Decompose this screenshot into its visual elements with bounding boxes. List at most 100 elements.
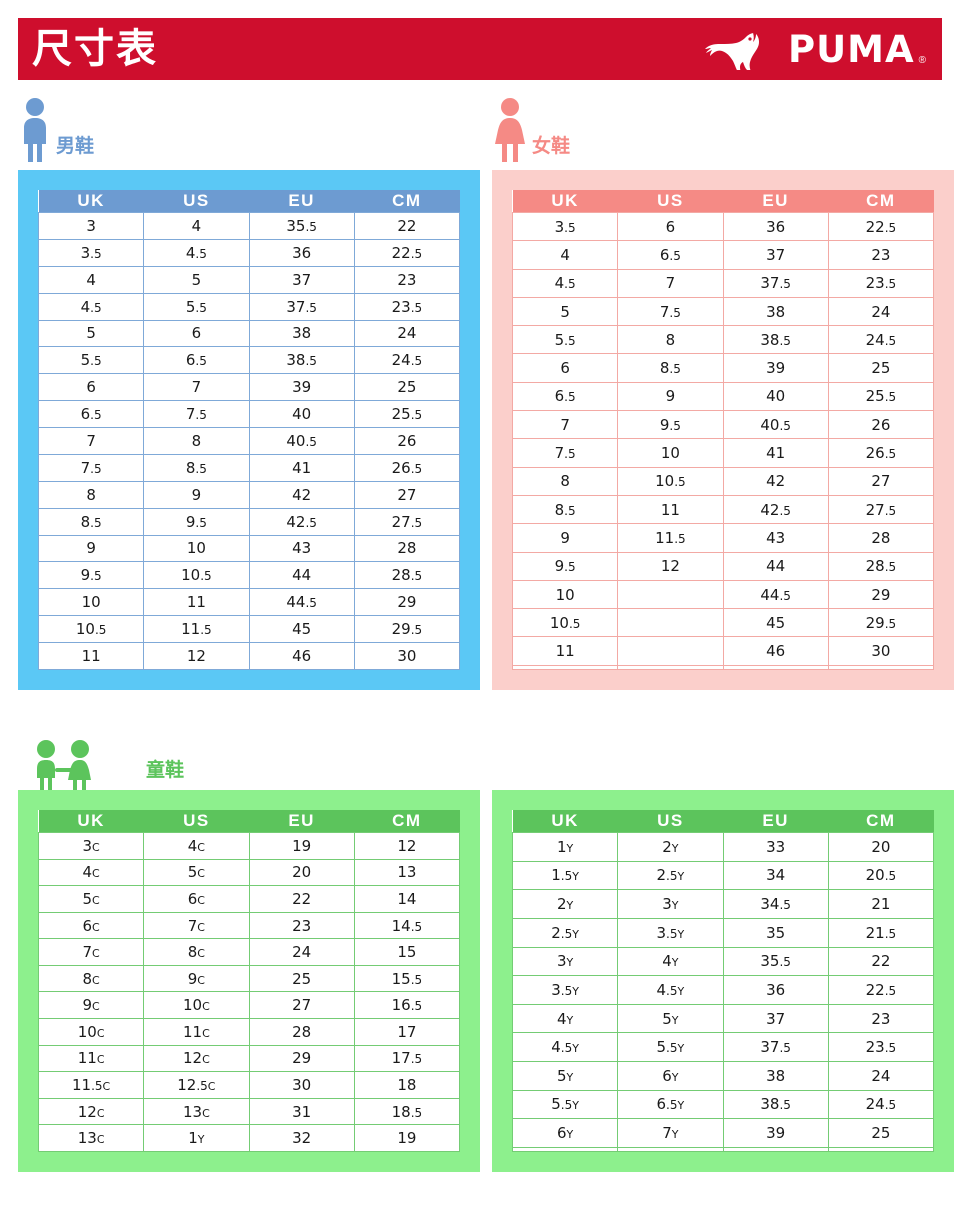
table-row: 10.5 45 29.5 xyxy=(511,608,935,638)
table-row: 7 9.5 40.5 26 xyxy=(511,410,935,440)
size-cell-eu: 31 xyxy=(248,1097,355,1126)
size-cell-uk: 5Y xyxy=(511,1061,619,1091)
size-cell-us: 12C xyxy=(143,1044,250,1073)
youth-size-table: UK US EU CM 1Y 2Y 33 20 1.5Y 2.5Y 34 20.5 2Y 3Y 34… xyxy=(511,810,935,1153)
size-cell-uk: 1.5Y xyxy=(511,860,619,891)
size-cell-cm: 22 xyxy=(827,946,935,977)
size-cell-uk: 11C xyxy=(37,1044,145,1073)
size-cell-uk: 5.5 xyxy=(511,325,619,355)
size-cell-uk: 5 xyxy=(511,296,619,327)
size-cell-uk: 9C xyxy=(37,991,145,1020)
size-cell-cm: 18.5 xyxy=(353,1097,461,1126)
size-cell-cm: 22.5 xyxy=(827,975,935,1005)
size-cell-uk: 10C xyxy=(37,1018,145,1046)
section-label-women-text: 女鞋 xyxy=(532,136,571,157)
size-cell-eu: 34 xyxy=(722,860,829,891)
women-size-panel: UK US EU CM 3.5 6 36 22.5 4 6.5 37 23 4.5 7 37.5 23… xyxy=(492,170,954,690)
size-cell-eu: 44 xyxy=(722,551,829,581)
size-cell-us: 7.5 xyxy=(617,296,724,327)
size-cell-cm: 29.5 xyxy=(353,615,461,643)
size-cell-uk: 11 xyxy=(37,642,145,670)
table-row: 12C 13C 31 18.5 xyxy=(37,1097,461,1126)
size-cell-uk: 4.5 xyxy=(37,292,145,321)
size-cell-us: 8.5 xyxy=(143,453,250,482)
size-cell-us: 6.5 xyxy=(617,240,724,270)
size-cell-eu: 27 xyxy=(248,991,355,1020)
table-row: 9C 10C 27 16.5 xyxy=(37,991,461,1020)
size-cell-uk: 6 xyxy=(511,353,619,383)
size-cell-us xyxy=(617,579,724,610)
size-cell-uk: 11.5C xyxy=(37,1071,145,1099)
table-row: 3.5 6 36 22.5 xyxy=(511,211,935,242)
size-cell-cm: 18 xyxy=(353,1071,461,1099)
size-cell-us: 6.5 xyxy=(143,346,250,375)
size-cell-uk xyxy=(511,664,619,671)
size-cell-us: 12 xyxy=(617,551,724,581)
size-cell-us: 4 xyxy=(143,212,250,240)
size-cell-us: 10.5 xyxy=(143,561,250,590)
two-children-icon xyxy=(37,740,91,792)
table-row: 7 8 40.5 26 xyxy=(37,427,461,455)
size-cell-eu: 42 xyxy=(722,466,829,496)
size-cell-eu: 35.5 xyxy=(248,212,355,240)
size-cell-cm: 27 xyxy=(827,466,935,496)
size-cell-eu: 33 xyxy=(722,832,829,862)
size-cell-us xyxy=(617,608,724,638)
size-cell-us: 7Y xyxy=(617,1118,724,1148)
table-row: 4 5 37 23 xyxy=(37,265,461,294)
table-row: 4Y 5Y 37 23 xyxy=(511,1003,935,1034)
column-header-eu: EU xyxy=(249,190,355,213)
size-cell-cm: 26.5 xyxy=(827,438,935,468)
size-cell-us xyxy=(617,664,724,671)
size-cell-uk: 4C xyxy=(37,858,145,887)
size-cell-cm: 21.5 xyxy=(827,917,935,948)
size-cell-us: 9 xyxy=(143,480,250,509)
size-cell-cm: 25 xyxy=(827,353,935,383)
table-row: 10 11 44.5 29 xyxy=(37,588,461,617)
table-row: 9 10 43 28 xyxy=(37,534,461,563)
size-cell-eu: 38.5 xyxy=(722,325,829,355)
size-cell-cm: 30 xyxy=(827,636,935,666)
size-cell-cm: 27 xyxy=(353,480,461,509)
size-cell-eu: 35 xyxy=(722,917,829,948)
size-cell-us: 5.5 xyxy=(143,292,250,321)
table-row: 7C 8C 24 15 xyxy=(37,938,461,966)
size-cell-eu: 45 xyxy=(248,615,355,643)
female-figure-icon xyxy=(495,98,525,162)
size-cell-eu: 40 xyxy=(248,400,355,428)
size-cell-us: 11.5 xyxy=(143,615,250,643)
size-cell-uk: 4 xyxy=(37,265,145,294)
size-cell-cm: 29.5 xyxy=(827,608,935,638)
size-cell-us: 12 xyxy=(143,642,250,670)
size-cell-us: 11 xyxy=(617,494,724,525)
table-row xyxy=(511,1146,935,1153)
size-cell-cm: 24 xyxy=(827,296,935,327)
size-cell-us: 10.5 xyxy=(617,466,724,496)
puma-logo: PUMA ® xyxy=(692,28,942,70)
size-cell-us: 7 xyxy=(617,268,724,298)
table-row: 11C 12C 29 17.5 xyxy=(37,1044,461,1073)
size-cell-cm: 22.5 xyxy=(827,211,935,242)
table-row: 3 4 35.5 22 xyxy=(37,212,461,240)
size-cell-us: 9C xyxy=(143,964,250,993)
size-cell-eu: 37.5 xyxy=(248,292,355,321)
size-cell-eu: 29 xyxy=(248,1044,355,1073)
size-cell-us: 7 xyxy=(143,373,250,402)
column-header-us: US xyxy=(617,810,723,833)
size-cell-eu: 43 xyxy=(248,534,355,563)
size-cell-cm: 15.5 xyxy=(353,964,461,993)
size-cell-eu: 34.5 xyxy=(722,889,829,919)
section-label-kids-text: 童鞋 xyxy=(146,760,185,781)
size-cell-cm: 24.5 xyxy=(353,346,461,375)
column-header-us: US xyxy=(143,190,249,213)
size-cell-uk: 8.5 xyxy=(511,494,619,525)
size-cell-us: 13C xyxy=(143,1097,250,1126)
size-cell-eu: 39 xyxy=(248,373,355,402)
size-cell-eu: 40.5 xyxy=(722,410,829,440)
size-cell-cm: 22 xyxy=(353,212,461,240)
size-cell-cm: 20.5 xyxy=(827,860,935,891)
size-cell-cm: 30 xyxy=(353,642,461,670)
size-cell-us: 8C xyxy=(143,938,250,966)
size-cell-us: 4.5 xyxy=(143,238,250,267)
